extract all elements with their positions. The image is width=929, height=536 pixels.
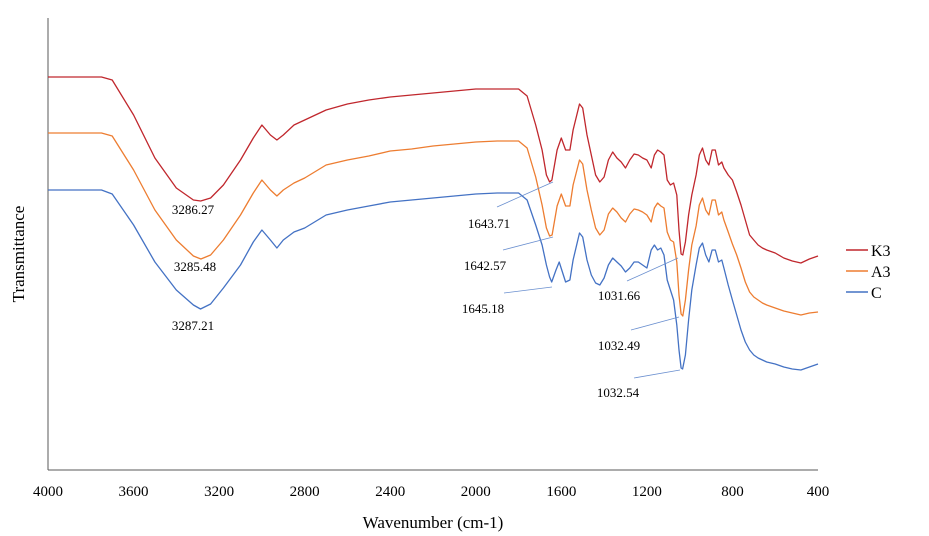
annotation-label: 1032.54 bbox=[597, 385, 640, 400]
y-axis-title: Transmittance bbox=[9, 206, 28, 303]
x-tick-label: 3600 bbox=[119, 484, 149, 500]
annotation-label: 1031.66 bbox=[598, 288, 641, 303]
annotation-label: 1643.71 bbox=[468, 216, 510, 231]
annotation-label: 3285.48 bbox=[174, 259, 216, 274]
x-axis-title: Wavenumber (cm-1) bbox=[363, 513, 504, 532]
legend-label-c: C bbox=[871, 285, 882, 302]
x-tick-label: 2000 bbox=[461, 484, 491, 500]
annotation-label: 3287.21 bbox=[172, 318, 214, 333]
annotation-leader-line bbox=[503, 286, 553, 294]
annotation-leader-line bbox=[626, 257, 679, 282]
annotation-label: 3286.27 bbox=[172, 202, 215, 217]
annotation-label: 1642.57 bbox=[464, 258, 507, 273]
x-tick-label: 3200 bbox=[204, 484, 234, 500]
series-line-a3 bbox=[48, 132, 819, 317]
annotation-leader-line bbox=[633, 369, 681, 379]
x-tick-label: 1200 bbox=[632, 484, 662, 500]
series-line-k3 bbox=[48, 76, 819, 264]
legend-label-k3: K3 bbox=[871, 243, 891, 260]
x-tick-label: 800 bbox=[721, 484, 744, 500]
x-tick-label: 400 bbox=[807, 484, 830, 500]
annotation-leader-line bbox=[630, 316, 680, 331]
annotation-label: 1645.18 bbox=[462, 301, 504, 316]
legend-label-a3: A3 bbox=[871, 264, 891, 281]
x-tick-label: 4000 bbox=[33, 484, 63, 500]
annotation-label: 1032.49 bbox=[598, 338, 640, 353]
annotation-leader-line bbox=[496, 181, 554, 208]
x-tick-label: 1600 bbox=[546, 484, 576, 500]
series-line-c bbox=[48, 189, 819, 371]
x-tick-label: 2400 bbox=[375, 484, 405, 500]
x-tick-label: 2800 bbox=[290, 484, 320, 500]
annotation-leader-line bbox=[502, 236, 554, 251]
